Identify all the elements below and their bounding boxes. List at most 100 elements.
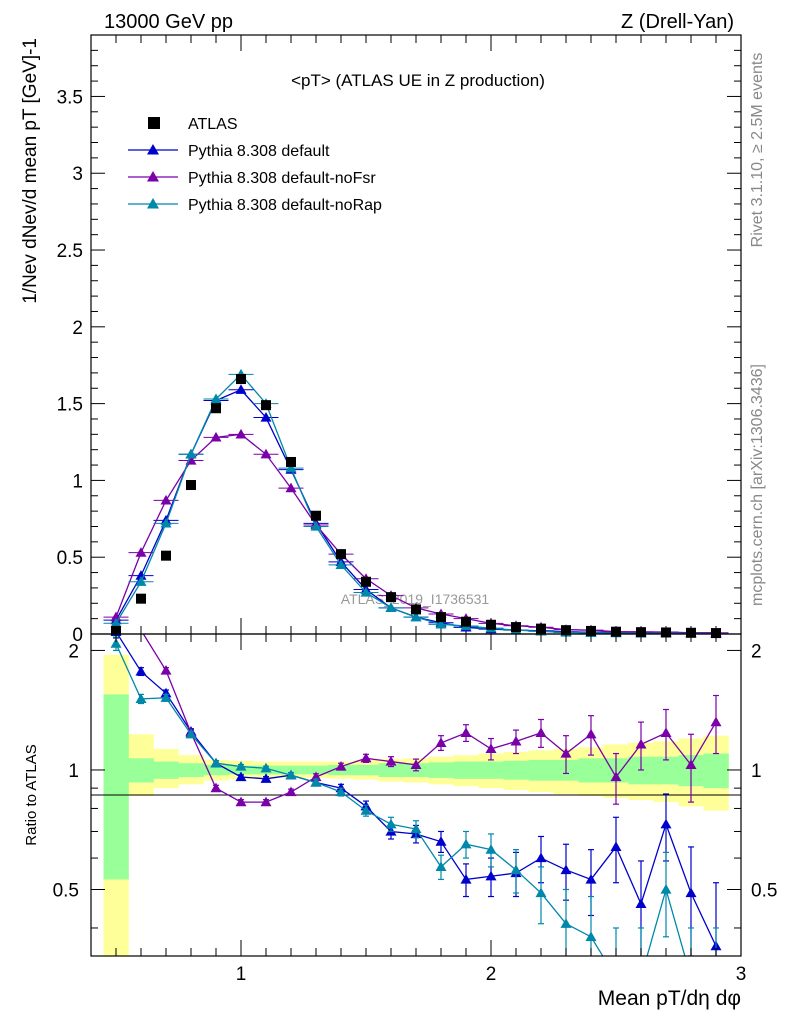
y-tick-label: 1.5 bbox=[57, 395, 83, 416]
main-series bbox=[103, 368, 729, 639]
data-point bbox=[561, 625, 571, 636]
ratio-point bbox=[135, 693, 147, 704]
ratio-point bbox=[686, 972, 697, 982]
uncertainty-band-inner bbox=[303, 765, 329, 775]
ratio-series bbox=[110, 634, 722, 982]
ratio-point bbox=[510, 864, 522, 875]
ratio-point bbox=[585, 873, 597, 884]
ratio-point bbox=[235, 771, 247, 782]
uncertainty-band-inner bbox=[528, 759, 554, 781]
legend-marker bbox=[147, 198, 159, 209]
data-point bbox=[260, 411, 272, 422]
data-point bbox=[461, 616, 471, 627]
ratio-point bbox=[385, 818, 397, 829]
uncertainty-band-inner bbox=[203, 764, 229, 776]
process-label: Z (Drell-Yan) bbox=[621, 11, 734, 33]
data-point bbox=[260, 448, 272, 459]
ratio-point bbox=[435, 836, 447, 846]
ratio-point bbox=[210, 782, 222, 793]
ratio-point bbox=[335, 761, 347, 771]
data-point bbox=[686, 627, 696, 638]
data-point bbox=[386, 592, 396, 603]
ratio-point bbox=[460, 873, 472, 884]
data-point bbox=[435, 618, 447, 629]
data-point bbox=[161, 550, 171, 561]
ratio-point bbox=[611, 972, 622, 982]
ratio-point bbox=[435, 861, 447, 872]
y-tick-label-right: 0.5 bbox=[751, 880, 777, 901]
legend-entry: ATLAS bbox=[188, 116, 238, 133]
ratio-point bbox=[435, 737, 447, 748]
data-point bbox=[236, 374, 246, 385]
x-tick-labels: 1 2 3 bbox=[236, 964, 747, 985]
rivet-label: Rivet 3.1.10, ≥ 2.5M events bbox=[749, 53, 766, 248]
data-point bbox=[711, 628, 721, 639]
legend-marker bbox=[147, 171, 159, 182]
ratio-point bbox=[335, 786, 347, 797]
data-point bbox=[335, 559, 347, 570]
uncertainty-band-inner bbox=[353, 764, 379, 776]
ratio-point bbox=[610, 771, 622, 782]
data-point bbox=[361, 576, 371, 587]
data-point bbox=[385, 602, 397, 613]
ratio-point bbox=[660, 883, 672, 894]
x-tick-label: 3 bbox=[736, 964, 747, 985]
main-y-tick-labels: 0 0.5 1 1.5 2 2.5 3 3.5 bbox=[57, 87, 83, 646]
ratio-point bbox=[160, 692, 172, 702]
ratio-point bbox=[385, 756, 397, 766]
ratio-bands bbox=[103, 654, 729, 956]
x-axis-label: Mean pT/dη dφ bbox=[598, 987, 741, 1010]
uncertainty-band-inner bbox=[453, 761, 479, 779]
main-y-label: 1/Nev dNev/d mean pT [GeV]-1 bbox=[20, 38, 41, 304]
data-point bbox=[160, 494, 172, 505]
data-point bbox=[235, 428, 247, 439]
ratio-y-label: Ratio to ATLAS bbox=[23, 744, 40, 845]
y-tick-label-right: 1 bbox=[751, 761, 762, 782]
data-point bbox=[210, 393, 222, 404]
data-point bbox=[536, 623, 546, 634]
ratio-point bbox=[535, 852, 547, 863]
data-point bbox=[360, 587, 372, 597]
data-point bbox=[285, 482, 297, 493]
ratio-point bbox=[535, 727, 547, 737]
data-point bbox=[210, 431, 222, 442]
y-tick-label: 2 bbox=[72, 318, 83, 339]
data-point bbox=[160, 517, 172, 528]
ratio-frame bbox=[90, 633, 742, 957]
ratio-point bbox=[285, 769, 297, 780]
ratio-point bbox=[485, 743, 497, 754]
uncertainty-band-inner bbox=[178, 763, 204, 778]
x-tick-label: 2 bbox=[486, 964, 497, 985]
uncertainty-band-inner bbox=[703, 753, 729, 789]
ratio-point bbox=[110, 638, 122, 648]
x-tick-label: 1 bbox=[236, 964, 247, 985]
data-point bbox=[410, 611, 422, 622]
ratio-point bbox=[710, 716, 722, 727]
ratio-point bbox=[135, 666, 147, 676]
y-tick-label: 3.5 bbox=[57, 87, 83, 108]
y-tick-label: 3 bbox=[72, 164, 83, 185]
data-point bbox=[186, 480, 196, 491]
uncertainty-band-inner bbox=[128, 758, 154, 783]
y-tick-label-right: 2 bbox=[751, 641, 762, 662]
data-point bbox=[611, 626, 621, 637]
legend-entry: Pythia 8.308 default-noFsr bbox=[188, 170, 376, 187]
data-point bbox=[111, 625, 121, 636]
uncertainty-band-inner bbox=[478, 761, 504, 779]
data-point bbox=[285, 462, 297, 473]
ratio-point bbox=[685, 887, 697, 898]
ratio-point bbox=[660, 818, 672, 829]
main-ticks bbox=[91, 35, 742, 635]
ratio-point bbox=[560, 918, 572, 928]
data-point bbox=[185, 448, 197, 459]
data-point bbox=[310, 520, 322, 531]
uncertainty-band-inner bbox=[153, 761, 179, 779]
ratio-point bbox=[235, 796, 247, 807]
data-point bbox=[136, 593, 146, 604]
ratio-point bbox=[360, 805, 372, 815]
ratio-point bbox=[635, 738, 647, 749]
ratio-point bbox=[360, 752, 372, 763]
uncertainty-band-inner bbox=[653, 756, 679, 785]
data-point bbox=[311, 510, 321, 521]
legend-marker bbox=[147, 144, 159, 155]
